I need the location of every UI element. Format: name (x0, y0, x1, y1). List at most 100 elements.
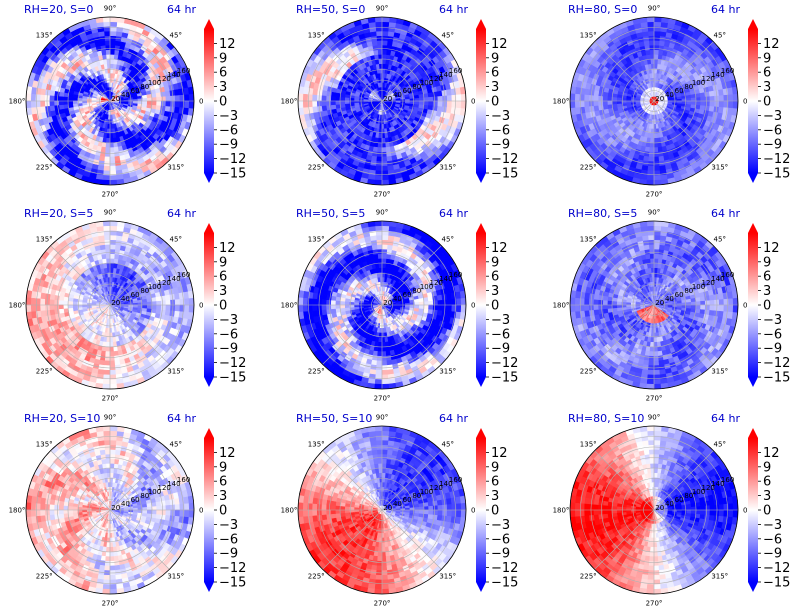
heat-cell (184, 93, 190, 102)
angular-tick-label: 45° (714, 32, 726, 40)
heat-cell (375, 30, 383, 37)
heat-cell (650, 133, 655, 139)
heat-cell (109, 170, 117, 176)
heat-cell (112, 58, 118, 65)
angular-tick-label: 180° (281, 98, 298, 106)
heat-cell (30, 93, 36, 102)
heat-cell (151, 308, 157, 314)
heat-cell (653, 151, 660, 158)
heat-cell (109, 72, 113, 79)
heat-cell (372, 146, 379, 153)
heat-cell (647, 26, 655, 32)
heat-cell (302, 100, 308, 109)
heat-cell (650, 137, 655, 144)
heat-cell (646, 179, 655, 185)
heat-cell (460, 100, 466, 109)
heat-cell (156, 304, 162, 310)
heat-cell (109, 151, 116, 158)
heat-cell (335, 92, 341, 98)
heat-cell (437, 100, 443, 107)
heat-cell (72, 301, 78, 306)
heat-cell (456, 100, 462, 109)
heat-cell (570, 93, 576, 102)
heat-cell (381, 151, 388, 158)
radial-tick-label: 40 (121, 91, 130, 99)
heat-cell (330, 91, 337, 98)
heat-cell (104, 156, 111, 162)
heat-cell (646, 17, 655, 23)
heat-cell (137, 100, 143, 105)
heat-cell (39, 94, 46, 102)
heat-cell (325, 100, 332, 107)
heat-cell (593, 95, 599, 102)
colorbar-extend-top (204, 19, 214, 29)
heat-cell (653, 49, 659, 55)
heat-cell (26, 100, 32, 109)
heat-cell (109, 17, 118, 23)
radial-tick-label: 160 (721, 67, 734, 75)
heat-cell (101, 142, 107, 148)
heat-cell (653, 17, 662, 23)
heat-cell (653, 30, 661, 37)
heat-cell (49, 304, 55, 311)
heat-cell (155, 104, 162, 111)
heat-cell (381, 26, 389, 32)
heat-cell (113, 54, 119, 60)
heat-cell (428, 96, 434, 102)
heat-cell (718, 100, 725, 108)
heat-cell (650, 128, 655, 134)
heat-cell (102, 175, 111, 181)
colorbar-tick-label: −9 (763, 138, 782, 153)
heat-cell (653, 68, 658, 74)
heat-cell (132, 304, 139, 308)
heat-cell (109, 276, 113, 283)
heat-cell (653, 58, 658, 65)
heat-cell (432, 100, 439, 107)
heat-cell (375, 170, 383, 176)
heat-cell (102, 21, 111, 27)
heat-cell (325, 95, 332, 102)
heat-cell (646, 175, 655, 181)
colorbar-tick-label: 0 (219, 95, 227, 110)
heat-cell (374, 137, 380, 144)
heat-cell (381, 170, 389, 176)
heat-cell (649, 147, 655, 153)
heat-cell (423, 104, 429, 110)
heat-cell (107, 327, 111, 334)
heat-cell (381, 44, 388, 51)
radial-tick-label: 160 (177, 67, 190, 75)
heat-cell (378, 133, 383, 139)
heat-cell (109, 54, 115, 60)
heat-cell (49, 100, 55, 107)
heat-cell (105, 147, 111, 153)
heat-cell (657, 49, 664, 56)
heat-cell (104, 244, 111, 250)
angular-tick-label: 45° (442, 32, 454, 40)
heat-cell (335, 100, 341, 106)
colorbar-tick-label: 0 (763, 95, 771, 110)
heat-cell (58, 96, 64, 102)
heat-cell (72, 97, 78, 102)
heat-cell (647, 170, 655, 176)
heat-cell (106, 133, 111, 139)
heat-cell (621, 97, 627, 102)
heat-cell (109, 40, 116, 46)
heat-cell (353, 98, 360, 102)
heat-cell (160, 299, 167, 306)
panel-time-label: 64 hr (711, 3, 740, 16)
colorbar-tick-label: 6 (763, 66, 771, 81)
angular-tick-label: 135° (308, 32, 325, 40)
heat-cell (451, 94, 457, 102)
heat-cell (339, 93, 346, 99)
heat-cell (644, 146, 651, 153)
heat-cell (174, 100, 181, 108)
radial-tick-label: 60 (131, 87, 140, 95)
heat-cell (103, 26, 111, 32)
colorbar-tick-label: −12 (491, 152, 518, 167)
angular-tick-label: 270° (646, 191, 663, 199)
heat-cell (113, 253, 120, 260)
heat-cell (379, 123, 383, 130)
heat-cell (109, 355, 116, 362)
heat-cell (142, 100, 148, 105)
heat-cell (104, 355, 111, 362)
